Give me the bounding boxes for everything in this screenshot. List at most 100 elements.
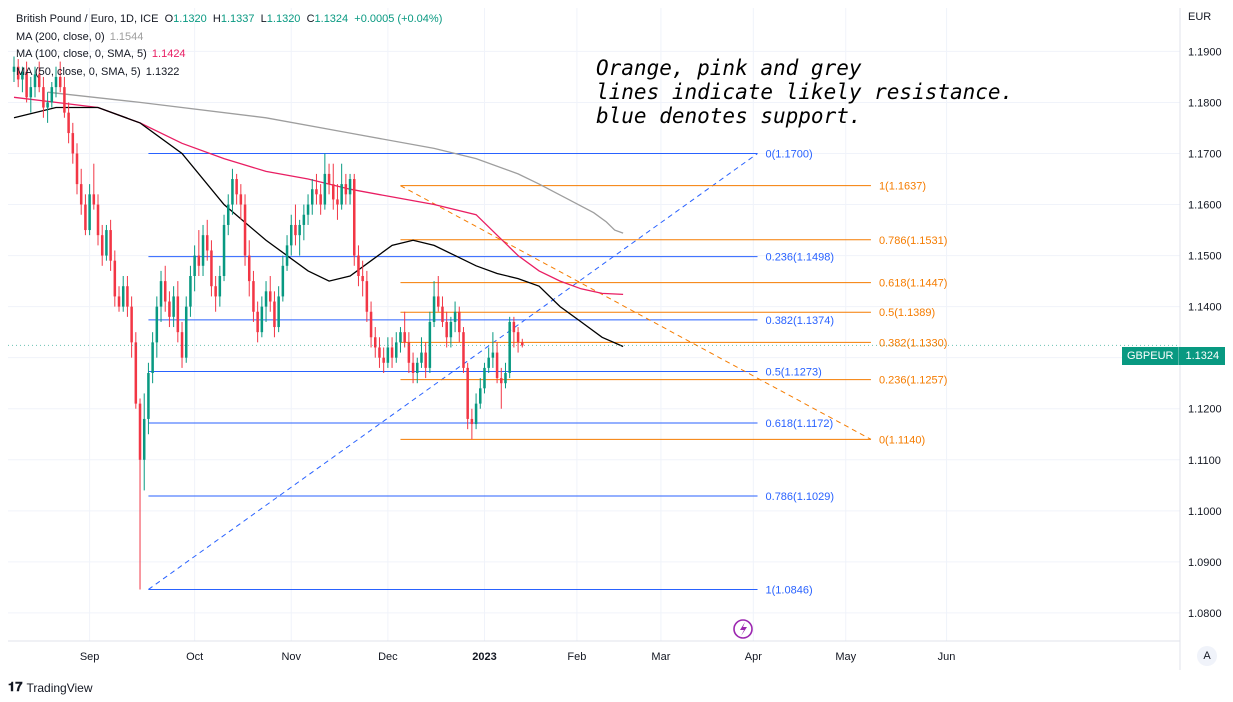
candle-body [479,388,482,404]
ma100-value: 1.1424 [151,48,186,60]
fib-blue-label: 0(1.1700) [766,148,813,160]
candle-body [243,204,247,256]
price-tick-label: 1.1700 [1188,148,1222,160]
candle [281,255,285,302]
candle-body [147,372,150,419]
candle-body [222,224,226,277]
candle-body [416,362,419,373]
candle-body [512,321,516,333]
candle-body [205,235,209,251]
fib-blue-label: 0.786(1.1029) [766,491,835,503]
candle [361,260,364,297]
candle-body [239,194,243,205]
ma200-line [47,91,624,234]
candle [386,337,390,368]
candle-body [109,230,112,261]
candle [67,102,70,144]
candle [268,276,272,312]
ma50-value: 1.1322 [145,65,180,78]
tradingview-branding[interactable]: 𝟏𝟕 TradingView [8,680,93,695]
candle-body [327,173,331,185]
ma100-legend[interactable]: MA (100, close, 0, SMA, 5) 1.1424 [16,48,186,60]
candle-body [113,260,117,297]
candle-body [54,76,58,88]
price-tick-label: 1.1200 [1188,404,1222,416]
candle-body [247,255,251,282]
candle [260,296,264,338]
candle-body [521,342,524,346]
candle-body [302,214,306,225]
candle [294,204,297,246]
candle [168,291,171,328]
price-tick-label: 1.0800 [1188,608,1222,620]
chart-annotation[interactable]: Orange, pink and grey lines indicate like… [596,56,1014,128]
candle-body [63,87,66,113]
candle [437,276,440,312]
ma50-legend[interactable]: MA (50, close, 0, SMA, 5) 1.1322 [16,65,180,78]
candle-body [420,352,423,363]
candle [453,301,457,333]
candle-body [37,74,41,88]
candle-body [319,194,322,205]
candle [428,311,432,373]
candle [399,327,402,353]
candle [63,76,66,118]
candle-body [277,296,280,328]
candle-body [16,66,20,80]
symbol-row: British Pound / Euro, 1D, ICE O1.1320 H1… [16,13,443,25]
chart-legend: British Pound / Euro, 1D, ICE O1.1320 H1… [16,11,442,81]
candle-body [281,265,285,297]
candle-body [348,179,352,195]
candle [25,61,28,103]
candle [382,347,385,373]
candle-body [340,184,343,205]
fib-orange-label: 0.382(1.1330) [879,337,948,349]
time-tick-label: May [835,651,856,663]
price-tick-label: 1.1600 [1188,200,1222,212]
candle [21,66,24,93]
candle-body [466,367,469,419]
candle-body [88,194,91,231]
candle [12,56,16,83]
candle [462,327,465,373]
candle-body [285,245,289,266]
candle [151,332,154,384]
ma200-value: 1.1544 [109,30,144,43]
candle-body [75,153,79,185]
candle-body [407,342,411,363]
candle-body [121,286,125,307]
fib-blue-label: 0.5(1.1273) [766,366,822,378]
fib-orange-trendline [400,185,872,440]
candle [109,219,112,271]
candle-body [184,306,188,358]
candle-body [92,194,96,205]
candle [336,184,339,220]
candle [289,214,293,256]
candle-body [315,189,318,195]
candle-body [264,291,268,307]
candle-body [441,306,444,322]
candle-body [252,281,255,312]
time-tick-label: Mar [651,651,670,663]
candle-body [210,250,213,287]
candle [273,291,276,338]
candle [155,296,159,358]
candle [403,311,406,348]
ma200-legend[interactable]: MA (200, close, 0) 1.1544 [16,30,144,43]
candle-body [411,362,415,373]
fib-orange-label: 0.236(1.1257) [879,375,948,387]
candle-body [42,87,45,108]
candle [138,398,142,590]
candle [264,281,268,322]
auto-scale-button[interactable]: A [1197,646,1217,666]
candle [126,276,129,317]
candle-body [105,230,108,256]
candle-body [176,296,180,333]
candle [92,163,96,210]
candle-body [58,76,62,88]
candle [466,362,469,430]
event-icon[interactable] [733,619,753,639]
candle [75,143,79,195]
candle [100,224,104,266]
